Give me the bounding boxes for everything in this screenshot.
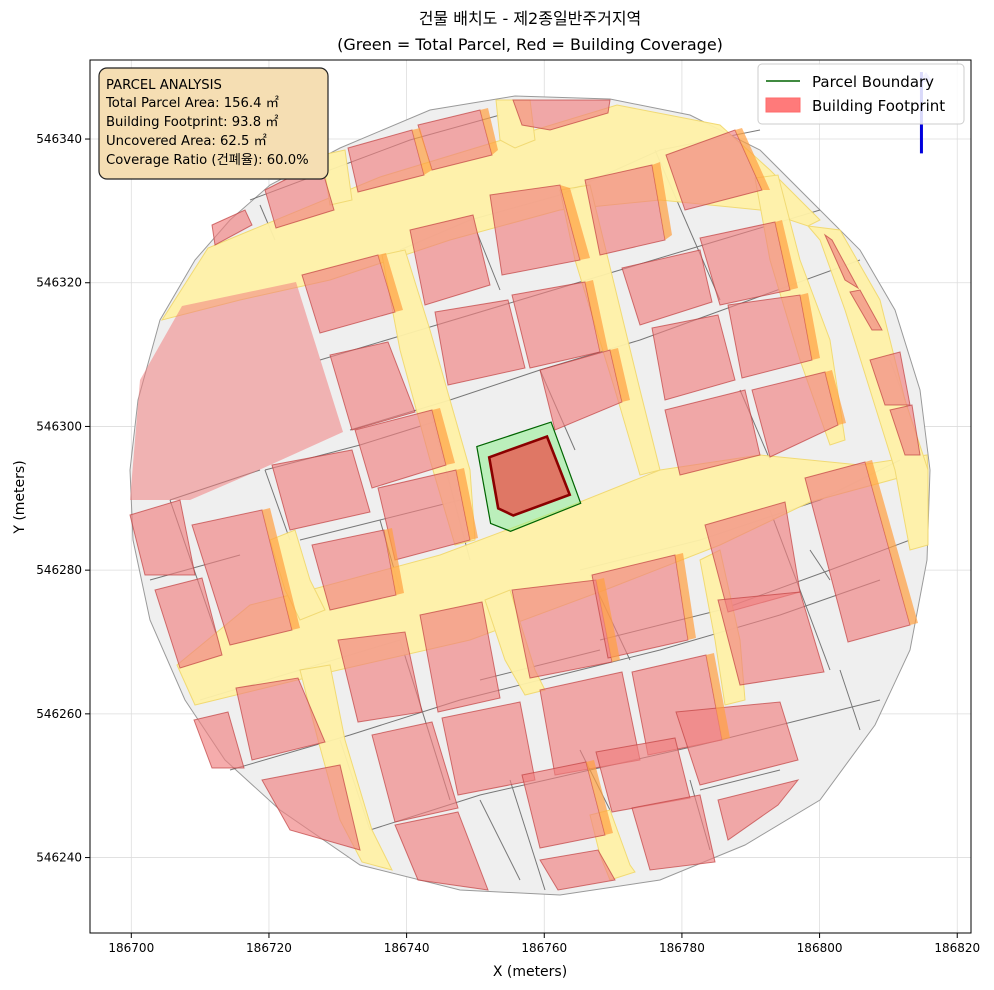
road-east-vertical — [806, 225, 929, 551]
info-heading: PARCEL ANALYSIS — [106, 78, 222, 93]
info-box-background — [98, 67, 329, 180]
subject-building-footprint[interactable] — [487, 434, 572, 517]
y-tick-label: 546260 — [36, 707, 82, 721]
chart-title: 건물 배치도 - 제2종일반주거지역 — [419, 9, 642, 28]
x-axis-ticks: 186700 186720 186740 186760 186780 186800 1868… — [108, 933, 980, 955]
x-tick-label: 186700 — [108, 941, 154, 955]
x-tick-label: 186800 — [797, 941, 843, 955]
legend-building-label: Building Footprint — [812, 97, 945, 115]
parcel-analysis-box: PARCEL ANALYSIS Total Parcel Area: 156.4… — [98, 67, 329, 180]
y-axis-label: Y (meters) — [12, 460, 28, 534]
info-line-uncovered-area: Uncovered Area: 62.5 ㎡ — [106, 133, 267, 149]
info-line-total-area: Total Parcel Area: 156.4 ㎡ — [105, 95, 279, 111]
legend-background — [757, 63, 965, 125]
axes-frame — [89, 59, 972, 934]
legend-building-swatch — [765, 97, 801, 113]
x-tick-label: 186760 — [521, 941, 567, 955]
x-axis-label: X (meters) — [493, 964, 567, 980]
x-tick-label: 186780 — [659, 941, 705, 955]
map-layer — [129, 72, 933, 896]
chart-subtitle: (Green = Total Parcel, Red = Building Co… — [337, 35, 723, 54]
info-line-coverage-ratio: Coverage Ratio (건폐율): 60.0% — [106, 152, 309, 168]
x-tick-label: 186740 — [384, 941, 430, 955]
y-tick-label: 546280 — [36, 563, 82, 577]
legend: Parcel Boundary Building Footprint — [757, 63, 965, 125]
info-line-building-footprint: Building Footprint: 93.8 ㎡ — [106, 114, 278, 130]
y-tick-label: 546340 — [36, 132, 82, 146]
x-tick-label: 186720 — [246, 941, 292, 955]
road-southwest-vertical — [299, 664, 393, 871]
y-axis-ticks: 546240 546260 546280 546300 546320 546340 — [36, 132, 90, 865]
legend-parcel-label: Parcel Boundary — [812, 73, 934, 91]
x-tick-label: 186820 — [934, 941, 980, 955]
y-tick-label: 546320 — [36, 276, 82, 290]
building-shadows — [262, 108, 918, 835]
neighbor-buildings — [129, 99, 921, 891]
y-tick-label: 546300 — [36, 419, 82, 433]
y-tick-label: 546240 — [36, 851, 82, 865]
